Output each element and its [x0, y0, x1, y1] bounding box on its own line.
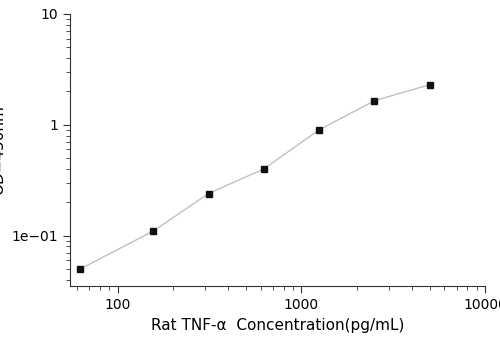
Y-axis label: OD=450nm: OD=450nm: [0, 105, 6, 195]
X-axis label: Rat TNF-α  Concentration(pg/mL): Rat TNF-α Concentration(pg/mL): [151, 318, 404, 333]
